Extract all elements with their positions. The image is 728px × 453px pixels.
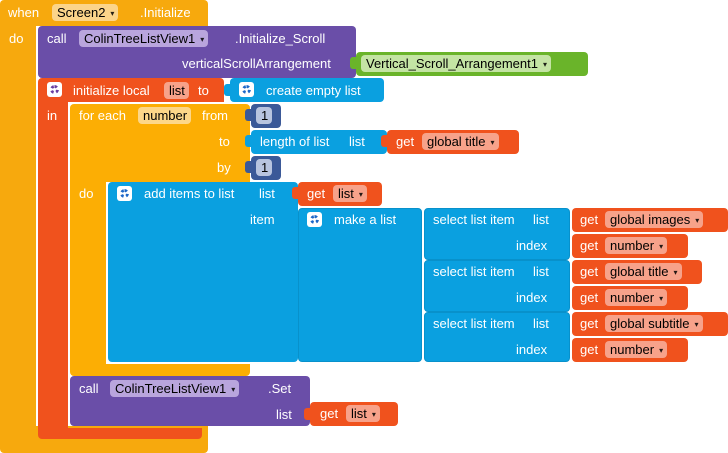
number-var-dropdown[interactable]: number ▾: [605, 341, 668, 358]
vertical-scroll-param-label: verticalScrollArrangement: [182, 56, 331, 71]
global-images-dropdown[interactable]: global images ▾: [605, 211, 704, 228]
by-number-field[interactable]: 1: [256, 159, 273, 176]
list-socket: [304, 408, 310, 420]
index-label: index: [516, 238, 548, 253]
do-label: do: [9, 31, 24, 46]
event-name-label: .Initialize: [140, 5, 191, 20]
call-label: call: [47, 31, 67, 46]
list-var-dropdown[interactable]: list ▾: [346, 405, 380, 422]
dropdown-arrow-icon: ▾: [673, 268, 678, 277]
set-method-label: .Set: [268, 381, 292, 396]
to-label: to: [219, 134, 230, 149]
dropdown-arrow-icon: ▾: [358, 190, 363, 199]
local-var-name-field[interactable]: list: [164, 82, 189, 99]
select-list-label: list: [533, 212, 549, 227]
initialize-local-footer: [38, 428, 202, 439]
get-label: get: [580, 212, 599, 227]
method-label: .Initialize_Scroll: [235, 31, 326, 46]
number-var-dropdown[interactable]: number ▾: [605, 289, 668, 306]
add-items-list-label: list: [259, 186, 275, 201]
initialize-local-block-header[interactable]: [38, 78, 224, 102]
screen-component-dropdown[interactable]: Screen2 ▾: [52, 4, 119, 21]
item-label: item: [250, 212, 275, 227]
get-label: get: [580, 342, 599, 357]
value-socket: [224, 84, 230, 96]
make-a-list-label: make a list: [334, 212, 397, 227]
colin-tree-component-dropdown[interactable]: ColinTreeListView1 ▾: [79, 30, 209, 47]
length-of-list-block[interactable]: [251, 130, 387, 154]
make-a-list-block[interactable]: [298, 208, 422, 362]
select-list-item-label: select list item: [433, 264, 515, 279]
get-label: get: [580, 264, 599, 279]
list-var-dropdown[interactable]: list ▾: [333, 185, 367, 202]
select-list-label: list: [533, 264, 549, 279]
list-socket: [292, 187, 298, 199]
index-label: index: [516, 342, 548, 357]
from-number-field[interactable]: 1: [256, 107, 273, 124]
get-label: get: [307, 186, 326, 201]
by-socket: [245, 161, 251, 173]
global-subtitle-dropdown[interactable]: global subtitle ▾: [605, 315, 703, 332]
select-list-item-label: select list item: [433, 212, 515, 227]
gear-icon[interactable]: [239, 82, 254, 97]
get-label: get: [580, 290, 599, 305]
dropdown-arrow-icon: ▾: [200, 35, 205, 44]
length-of-list-label: length of list: [260, 134, 330, 149]
in-label: in: [47, 108, 58, 123]
loop-var-name-field[interactable]: number: [138, 107, 192, 124]
call-label: call: [79, 381, 99, 396]
length-list-label: list: [349, 134, 365, 149]
dropdown-arrow-icon: ▾: [110, 9, 115, 18]
initialize-local-label: initialize local: [73, 83, 150, 98]
select-list-item-label: select list item: [433, 316, 515, 331]
by-label: by: [217, 160, 231, 175]
for-each-do-label: do: [79, 186, 94, 201]
add-items-to-list-block[interactable]: [108, 182, 298, 362]
dropdown-arrow-icon: ▾: [694, 320, 699, 329]
dropdown-arrow-icon: ▾: [659, 242, 664, 251]
number-var-dropdown[interactable]: number ▾: [605, 237, 668, 254]
get-label: get: [580, 238, 599, 253]
dropdown-arrow-icon: ▾: [659, 294, 664, 303]
get-label: get: [396, 134, 415, 149]
select-list-label: list: [533, 316, 549, 331]
global-title-dropdown[interactable]: global title ▾: [605, 263, 682, 280]
list-socket: [381, 135, 387, 147]
colin-tree-component-dropdown[interactable]: ColinTreeListView1 ▾: [110, 380, 240, 397]
select-list-item-block[interactable]: [424, 260, 570, 312]
dropdown-arrow-icon: ▾: [542, 60, 547, 69]
gear-icon[interactable]: [117, 186, 132, 201]
to-socket: [245, 135, 251, 147]
dropdown-arrow-icon: ▾: [231, 385, 236, 394]
select-list-item-block[interactable]: [424, 312, 570, 362]
for-each-footer: [70, 364, 250, 376]
dropdown-arrow-icon: ▾: [371, 410, 376, 419]
dropdown-arrow-icon: ▾: [490, 138, 495, 147]
global-title-dropdown[interactable]: global title ▾: [422, 133, 499, 150]
get-label: get: [580, 316, 599, 331]
scroll-arrangement-dropdown[interactable]: Vertical_Scroll_Arrangement1 ▾: [361, 55, 551, 72]
get-label: get: [320, 406, 339, 421]
param-socket: [350, 57, 356, 69]
create-empty-list-block[interactable]: [230, 78, 384, 102]
from-socket: [245, 109, 251, 121]
set-list-label: list: [276, 407, 292, 422]
for-each-spine: [70, 182, 106, 364]
from-label: from: [202, 108, 228, 123]
initialize-local-spine: [38, 102, 68, 430]
when-label: when: [8, 5, 40, 20]
select-list-item-block[interactable]: [424, 208, 570, 260]
add-items-label: add items to list: [144, 186, 235, 201]
to-label: to: [198, 83, 209, 98]
gear-icon[interactable]: [307, 212, 322, 227]
dropdown-arrow-icon: ▾: [695, 216, 700, 225]
dropdown-arrow-icon: ▾: [659, 346, 664, 355]
for-each-label: for each: [79, 108, 126, 123]
gear-icon[interactable]: [47, 82, 62, 97]
event-body-spine: [0, 26, 36, 426]
index-label: index: [516, 290, 548, 305]
create-empty-list-label: create empty list: [266, 83, 361, 98]
